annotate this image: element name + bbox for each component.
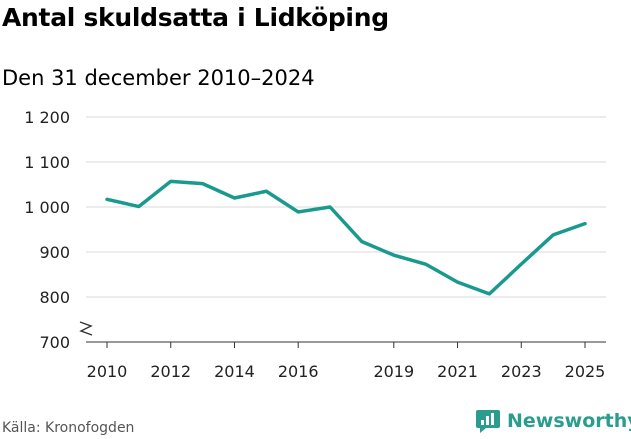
chart-title: Antal skuldsatta i Lidköping — [2, 3, 389, 32]
y-tick-label: 700 — [39, 333, 70, 352]
x-axis-ticks: 2010 2012 2014 2016 2019 2021 2023 2025 — [87, 342, 606, 381]
x-tick-label: 2025 — [565, 362, 606, 381]
source-note: Källa: Kronofogden — [2, 420, 135, 436]
y-axis-ticks: 700 800 900 1 000 1 100 1 200 — [24, 108, 70, 352]
chart-subtitle: Den 31 december 2010–2024 — [2, 66, 315, 90]
gridlines — [86, 116, 606, 298]
series-line — [105, 179, 587, 296]
x-tick-label: 2021 — [437, 362, 478, 381]
brand: Newsworthy — [475, 408, 631, 434]
y-tick-label: 900 — [39, 243, 70, 262]
y-tick-label: 1 100 — [24, 153, 70, 172]
x-tick-label: 2023 — [501, 362, 542, 381]
y-tick-label: 800 — [39, 288, 70, 307]
y-tick-label: 1 200 — [24, 108, 70, 127]
series-layer — [105, 179, 587, 296]
newsworthy-logo-icon — [476, 410, 500, 433]
x-tick-label: 2014 — [214, 362, 255, 381]
x-tick-label: 2010 — [87, 362, 128, 381]
x-axis — [79, 321, 606, 343]
x-tick-label: 2016 — [278, 362, 319, 381]
y-tick-label: 1 000 — [24, 198, 70, 217]
x-tick-label: 2012 — [150, 362, 191, 381]
axis-break-icon — [79, 321, 93, 336]
brand-name: Newsworthy — [507, 410, 631, 432]
x-tick-label: 2019 — [373, 362, 414, 381]
